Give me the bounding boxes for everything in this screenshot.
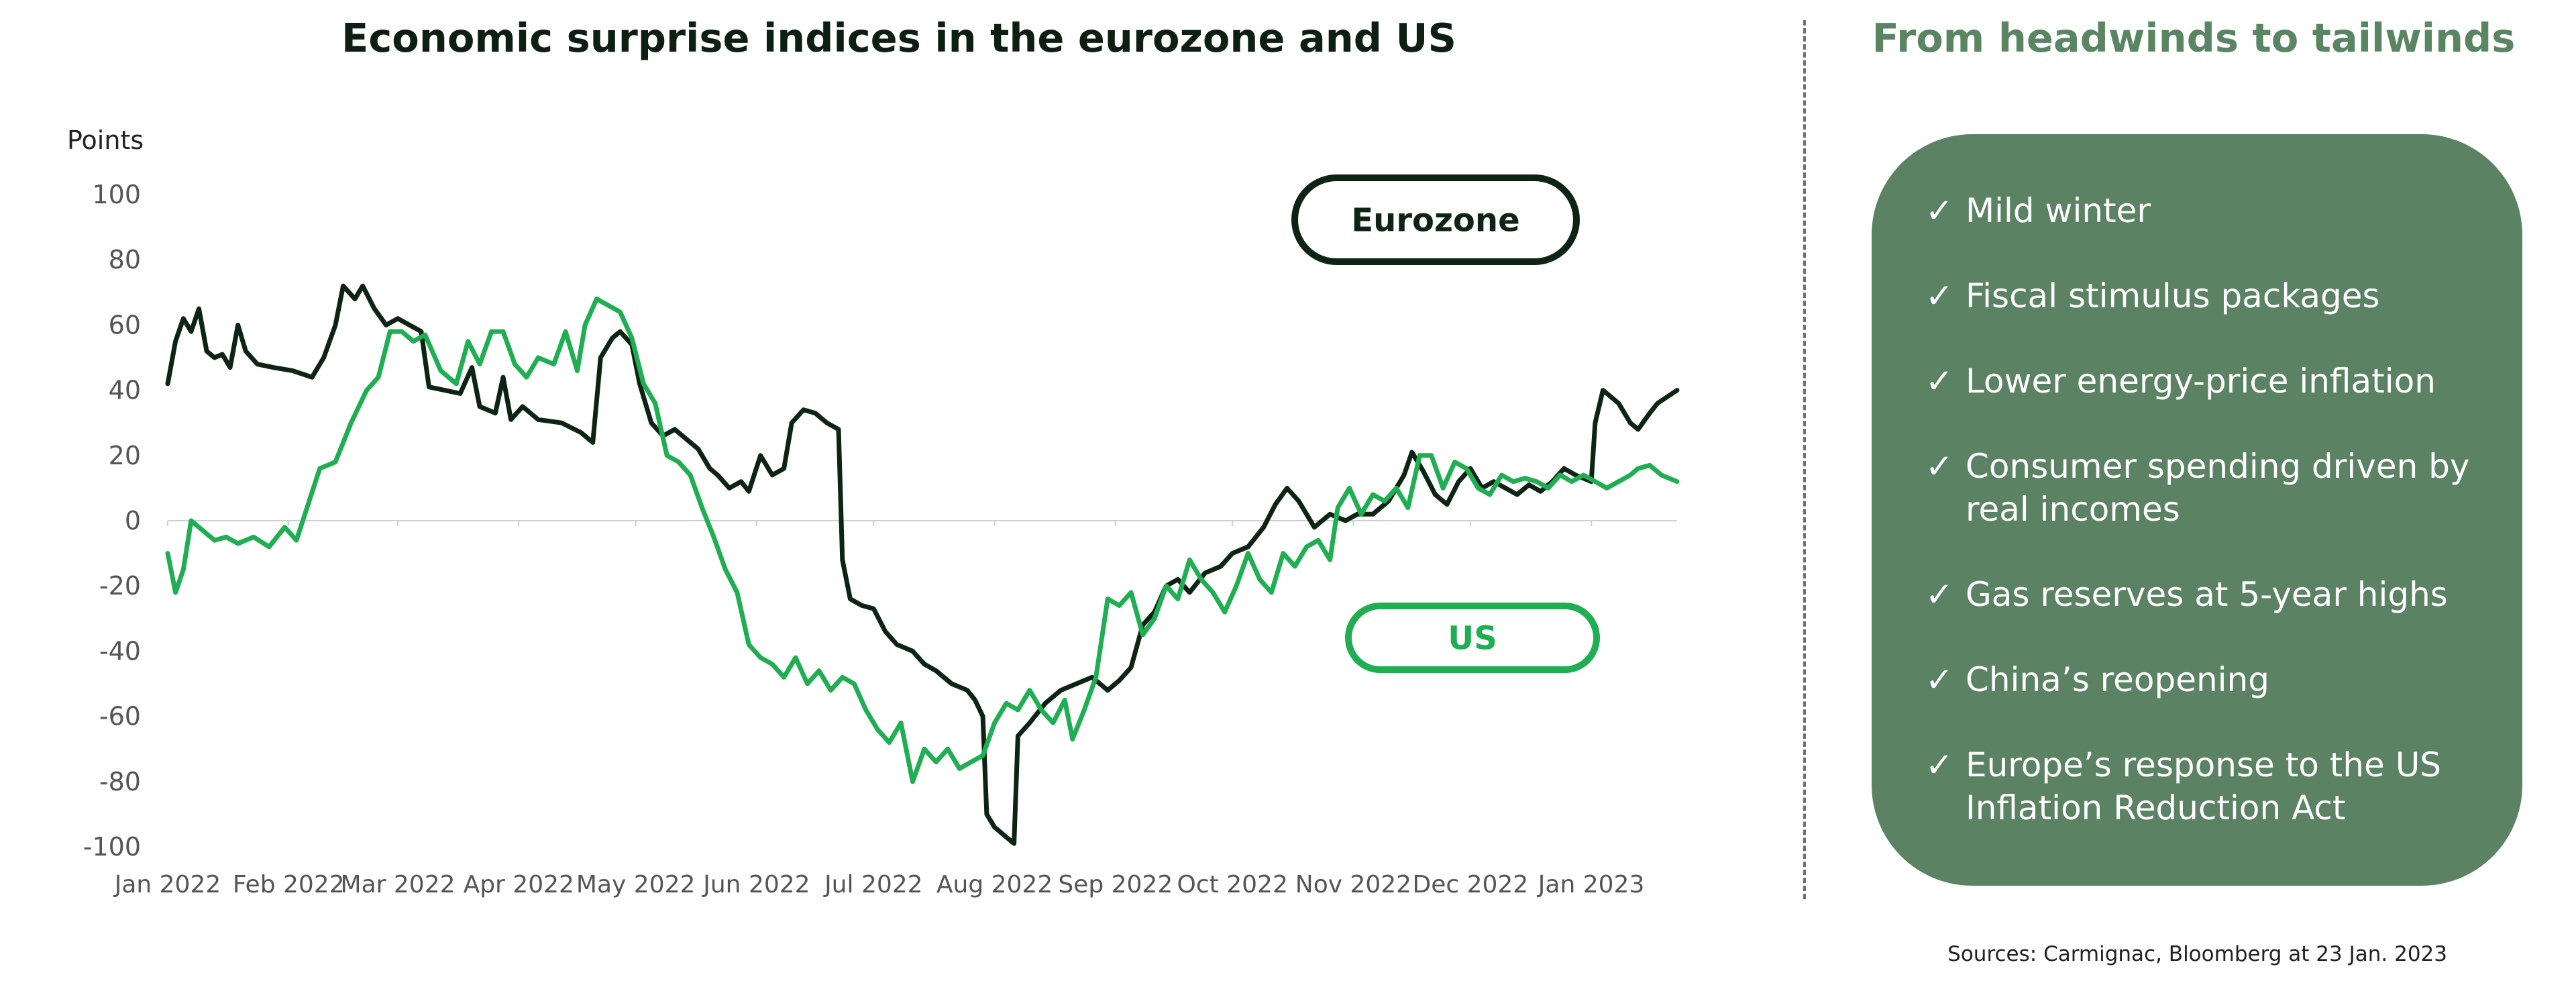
- y-tick-label: -80: [99, 767, 141, 796]
- x-tick-label: May 2022: [576, 871, 696, 898]
- y-tick-label: 80: [109, 245, 141, 274]
- x-tick-label: Nov 2022: [1295, 871, 1411, 898]
- list-item-text: Mild winter: [1966, 191, 2151, 230]
- section-divider: [1803, 20, 1806, 899]
- list-item-text: Fiscal stimulus packages: [1966, 276, 2380, 315]
- y-tick-label: 100: [92, 180, 141, 209]
- list-item: ✓ Consumer spending driven by real income…: [1925, 445, 2496, 531]
- x-tick-label: Dec 2022: [1412, 871, 1528, 898]
- list-item-text: Europe’s response to the US Inflation Re…: [1966, 745, 2442, 827]
- chart-plot: Points 100 80 60 40 20 0 -20 -40 -60 -80 -100 Jan 20…: [67, 125, 1680, 898]
- list-item: ✓ Mild winter: [1925, 189, 2496, 232]
- list-item: ✓ Europe’s response to the US Inflation R…: [1925, 743, 2496, 829]
- list-item-text: China’s reopening: [1966, 660, 2269, 699]
- y-tick-label: -20: [99, 571, 141, 601]
- y-axis-label: Points: [67, 125, 144, 155]
- x-tick-label: Sep 2022: [1058, 871, 1173, 898]
- y-tick-label: -60: [99, 702, 141, 731]
- annotation-us-label: US: [1448, 620, 1497, 658]
- x-tick-label: Jul 2022: [823, 871, 923, 898]
- annotation-us-pill: [1345, 603, 1600, 673]
- check-icon: ✓: [1925, 745, 1953, 784]
- check-icon: ✓: [1925, 660, 1953, 699]
- annotation-eurozone-label: Eurozone: [1351, 202, 1519, 240]
- check-icon: ✓: [1925, 191, 1953, 230]
- y-tick-label: -40: [99, 636, 141, 666]
- y-tick-label: 60: [109, 310, 141, 340]
- tailwinds-list: ✓ Mild winter ✓ Fiscal stimulus packages ✓…: [1925, 189, 2496, 829]
- tailwinds-panel: ✓ Mild winter ✓ Fiscal stimulus packages ✓…: [1872, 134, 2522, 886]
- series-line-eurozone: [165, 283, 1680, 846]
- check-icon: ✓: [1925, 447, 1953, 486]
- y-tick-label: -100: [83, 832, 141, 862]
- list-item: ✓ China’s reopening: [1925, 658, 2496, 701]
- check-icon: ✓: [1925, 362, 1953, 401]
- list-item: ✓ Gas reserves at 5-year highs: [1925, 573, 2496, 616]
- list-item-text: Lower energy-price inflation: [1966, 362, 2436, 401]
- list-item: ✓ Fiscal stimulus packages: [1925, 274, 2496, 317]
- y-tick-label: 20: [109, 441, 141, 470]
- x-tick-label: Jan 2023: [1537, 871, 1645, 898]
- x-tick-label: Apr 2022: [464, 871, 574, 898]
- x-tick-label: Jan 2022: [113, 871, 221, 898]
- panel-title: From headwinds to tailwinds: [1872, 15, 2516, 61]
- list-item-text: Consumer spending driven by real incomes: [1966, 447, 2470, 529]
- sources-note: Sources: Carmignac, Bloomberg at 23 Jan.…: [1947, 942, 2447, 966]
- x-tick-label: Oct 2022: [1177, 871, 1288, 898]
- x-tick-label: Feb 2022: [233, 871, 345, 898]
- y-tick-label: 0: [125, 506, 141, 535]
- x-tick-label: Mar 2022: [341, 871, 455, 898]
- chart-title: Economic surprise indices in the eurozon…: [341, 15, 1456, 61]
- series-line-us: [165, 297, 1680, 784]
- x-tick-label: Jun 2022: [702, 871, 810, 898]
- annotation-eurozone-pill: [1291, 174, 1580, 265]
- y-tick-label: 40: [109, 376, 141, 405]
- check-icon: ✓: [1925, 575, 1953, 614]
- check-icon: ✓: [1925, 276, 1953, 315]
- list-item: ✓ Lower energy-price inflation: [1925, 360, 2496, 403]
- x-tick-label: Aug 2022: [936, 871, 1053, 898]
- list-item-text: Gas reserves at 5-year highs: [1966, 575, 2448, 614]
